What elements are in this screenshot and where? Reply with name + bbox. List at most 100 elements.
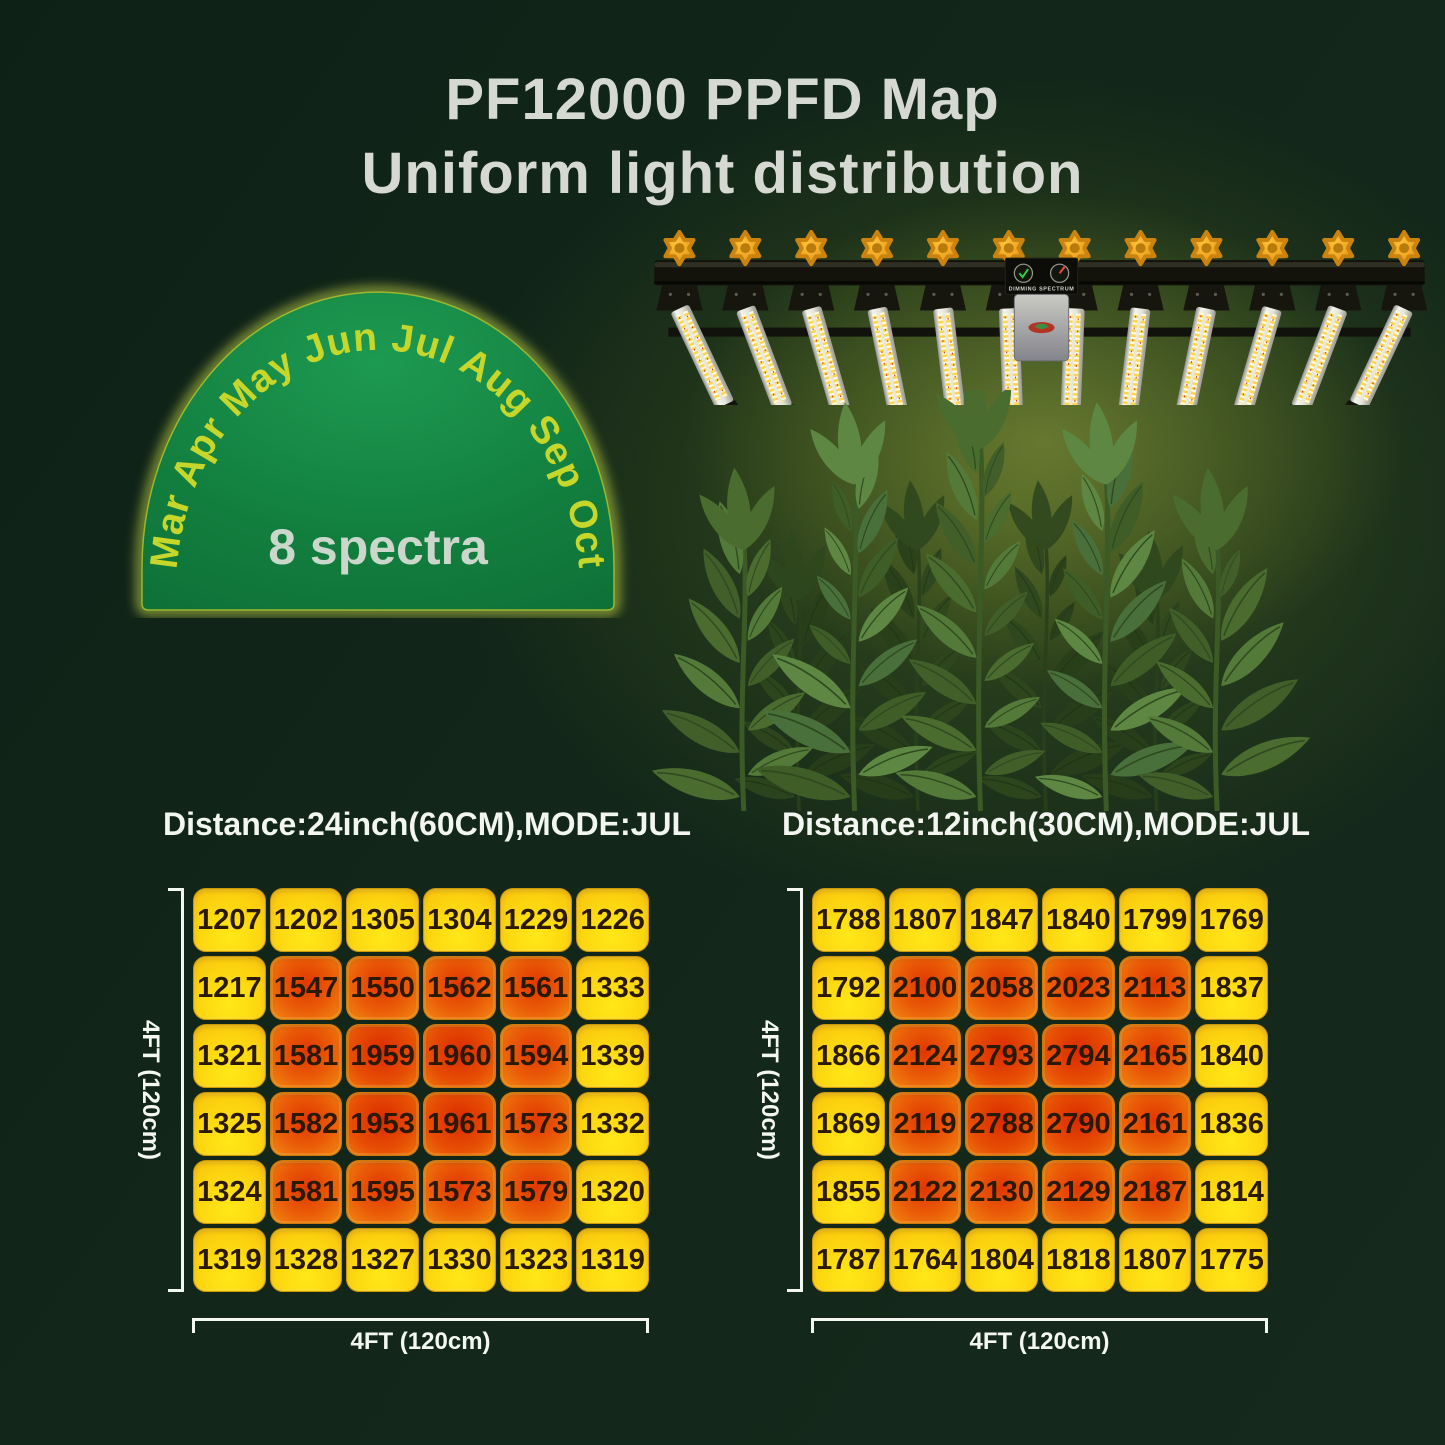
ppfd-cell: 1321 (193, 1024, 266, 1088)
ppfd-cell: 1324 (193, 1160, 266, 1224)
y-axis-bracket (181, 888, 184, 1292)
ppfd-cell: 1836 (1195, 1092, 1268, 1156)
y-axis-label: 4FT (120cm) (137, 1019, 164, 1161)
ppfd-cell: 1573 (499, 1092, 573, 1156)
ppfd-cell: 2187 (1118, 1160, 1192, 1224)
ppfd-cell: 1953 (346, 1092, 419, 1156)
ppfd-cell: 1561 (499, 956, 573, 1020)
ppfd-cell: 1582 (269, 1092, 343, 1156)
ppfd-cell: 2058 (965, 956, 1038, 1020)
ppfd-cell: 1840 (1195, 1024, 1268, 1088)
badge-dome (141, 291, 615, 611)
x-axis-tick (1265, 1318, 1268, 1333)
ppfd-cell: 1807 (888, 888, 962, 952)
ppfd-cell: 1304 (422, 888, 496, 952)
spectra-badge: Mar Apr May Jun Jul Aug Sep Oct 8 spectr… (116, 268, 640, 618)
ppfd-cell: 1325 (193, 1092, 266, 1156)
ppfd-cell: 1305 (346, 888, 419, 952)
ppfd-cell: 1788 (812, 888, 885, 952)
ppfd-cell: 1961 (422, 1092, 496, 1156)
ppfd-cell: 1769 (1195, 888, 1268, 952)
x-axis-label: 4FT (120cm) (350, 1328, 491, 1355)
ppfd-cell: 1847 (965, 888, 1038, 952)
page-title-line1: PF12000 PPFD Map (445, 67, 1000, 132)
ppfd-cell: 1595 (346, 1160, 419, 1224)
ppfd-cell: 2794 (1041, 1024, 1115, 1088)
ppfd-cell: 1547 (269, 956, 343, 1020)
ppfd-cell: 1579 (499, 1160, 573, 1224)
ppfd-cell: 1960 (422, 1024, 496, 1088)
ppfd-cell: 1814 (1195, 1160, 1268, 1224)
ppfd-cell: 2161 (1118, 1092, 1192, 1156)
ppfd-cell: 1818 (1041, 1228, 1115, 1292)
ppfd-cell: 1866 (812, 1024, 885, 1088)
ppfd-cell: 2790 (1041, 1092, 1115, 1156)
x-axis-tick (192, 1318, 195, 1333)
ppfd-cell: 1332 (576, 1092, 649, 1156)
ppfd-cell: 1328 (269, 1228, 343, 1292)
ppfd-cell: 1339 (576, 1024, 649, 1088)
ppfd-cell: 1837 (1195, 956, 1268, 1020)
ppfd-cell: 2165 (1118, 1024, 1192, 1088)
ppfd-cell: 1333 (576, 956, 649, 1020)
ppfd-cell: 1562 (422, 956, 496, 1020)
ppfd-cell: 1787 (812, 1228, 885, 1292)
ppfd-cell: 2130 (965, 1160, 1038, 1224)
ppfd-cell: 1319 (576, 1228, 649, 1292)
ppfd-cell: 1775 (1195, 1228, 1268, 1292)
ppfd-cell: 1323 (499, 1228, 573, 1292)
ppfd-cell: 1207 (193, 888, 266, 952)
y-axis-label: 4FT (120cm) (756, 1019, 783, 1161)
ppfd-grid-24inch: 1207 1202 1305 1304 1229 1226 1217 1547 1550 1562… (193, 888, 649, 1292)
ppfd-cell: 2113 (1118, 956, 1192, 1020)
ppfd-cell: 2124 (888, 1024, 962, 1088)
ppfd-cell: 1581 (269, 1160, 343, 1224)
y-axis-tick (787, 888, 800, 891)
ppfd-cell: 1226 (576, 888, 649, 952)
ppfd-cell: 1581 (269, 1024, 343, 1088)
x-axis-bracket (192, 1318, 649, 1321)
ppfd-cell: 1319 (193, 1228, 266, 1292)
y-axis-tick (168, 888, 181, 891)
badge-label: 8 spectra (268, 519, 489, 575)
x-axis-label: 4FT (120cm) (969, 1328, 1110, 1355)
ppfd-cell: 1855 (812, 1160, 885, 1224)
ppfd-cell: 1320 (576, 1160, 649, 1224)
ppfd-cell: 1229 (499, 888, 573, 952)
ppfd-map-title-12inch: Distance:12inch(30CM),MODE:JUL (781, 806, 1311, 842)
ppfd-cell: 2100 (888, 956, 962, 1020)
ppfd-cell: 2122 (888, 1160, 962, 1224)
page-title-line2: Uniform light distribution (361, 141, 1084, 206)
ppfd-map-title-24inch: Distance:24inch(60CM),MODE:JUL (162, 806, 692, 842)
ppfd-cell: 2129 (1041, 1160, 1115, 1224)
y-axis-tick (787, 1289, 800, 1292)
grow-light-image: DIMMING SPECTRUM (652, 230, 1428, 431)
ppfd-cell: 1217 (193, 956, 266, 1020)
x-axis-tick (811, 1318, 814, 1333)
ppfd-cell: 1202 (269, 888, 343, 952)
y-axis-tick (168, 1289, 181, 1292)
ppfd-cell: 1840 (1041, 888, 1115, 952)
ppfd-cell: 1573 (422, 1160, 496, 1224)
ppfd-cell: 2023 (1041, 956, 1115, 1020)
ppfd-cell: 1804 (965, 1228, 1038, 1292)
ppfd-cell: 1764 (888, 1228, 962, 1292)
y-axis-bracket (800, 888, 803, 1292)
ppfd-grid-12inch: 1788 1807 1847 1840 1799 1769 1792 2100 2058 2023… (812, 888, 1268, 1292)
ppfd-cell: 2119 (888, 1092, 962, 1156)
ppfd-cell: 1959 (346, 1024, 419, 1088)
ppfd-cell: 1594 (499, 1024, 573, 1088)
svg-text:DIMMING SPECTRUM: DIMMING SPECTRUM (1009, 286, 1075, 292)
ppfd-cell: 2788 (965, 1092, 1038, 1156)
ppfd-cell: 1327 (346, 1228, 419, 1292)
plant-image (648, 366, 1318, 815)
ppfd-cell: 1869 (812, 1092, 885, 1156)
ppfd-cell: 1792 (812, 956, 885, 1020)
x-axis-tick (646, 1318, 649, 1333)
x-axis-bracket (811, 1318, 1268, 1321)
ppfd-cell: 1550 (346, 956, 419, 1020)
ppfd-cell: 1330 (422, 1228, 496, 1292)
ppfd-cell: 1807 (1118, 1228, 1192, 1292)
ppfd-cell: 2793 (965, 1024, 1038, 1088)
